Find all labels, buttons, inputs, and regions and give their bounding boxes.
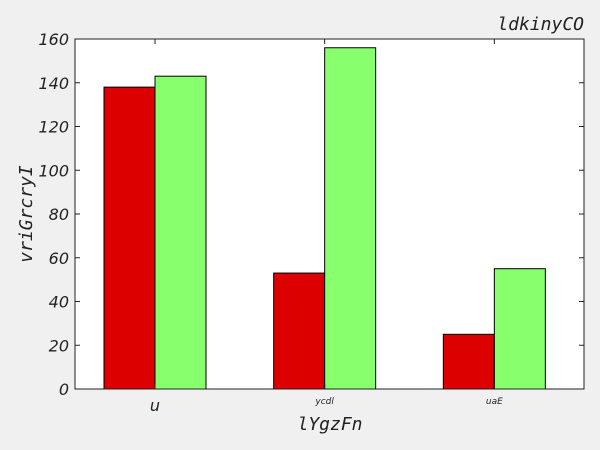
bar-series-2-ycdl (324, 47, 377, 390)
y-tick-label: 60 (49, 249, 69, 268)
bars-layer (103, 47, 546, 390)
x-tick-label: u (150, 396, 160, 415)
y-tick-label: 0 (59, 380, 69, 399)
y-tick-label: 120 (38, 118, 69, 137)
bar-series-1-u (103, 86, 156, 390)
y-tick-label: 160 (38, 30, 69, 49)
x-tick-label: uaE (486, 397, 503, 407)
x-axis: u ycdl uaE (150, 39, 503, 415)
bar-series-1-uaE (442, 333, 495, 390)
y-tick-label: 100 (38, 161, 69, 180)
y-axis: 0 20 40 60 80 100 120 140 160 (38, 30, 584, 399)
bar-series-2-u (154, 75, 207, 390)
x-axis-title: lYgzFn (297, 414, 362, 435)
bar-series-2-uaE (493, 268, 546, 390)
y-tick-label: 20 (49, 336, 69, 355)
chart-title: ldkinyCO (497, 14, 584, 35)
bar-series-1-ycdl (273, 272, 326, 390)
x-tick-label: ycdl (314, 397, 334, 407)
y-tick-label: 140 (38, 74, 69, 93)
y-axis-title: vriGrcryI (16, 165, 37, 263)
y-tick-label: 40 (49, 293, 69, 312)
y-tick-label: 80 (49, 205, 69, 224)
